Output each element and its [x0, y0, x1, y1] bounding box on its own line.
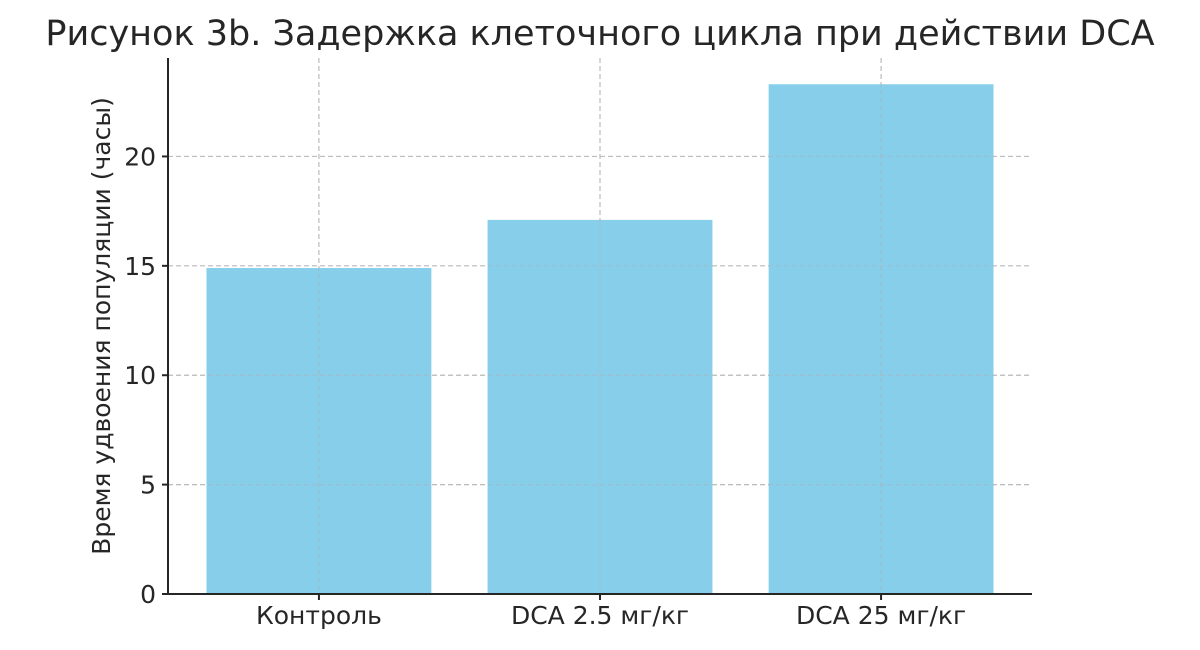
- bar: [768, 84, 994, 595]
- y-tick-label: 15: [124, 252, 156, 281]
- x-tick-label: Контроль: [256, 601, 382, 630]
- chart-title: Рисунок 3b. Задержка клеточного цикла пр…: [45, 14, 1154, 54]
- y-tick-label: 10: [124, 361, 156, 390]
- y-tick-label: 5: [140, 471, 156, 500]
- y-axis-label: Время удвоения популяции (часы): [87, 97, 116, 555]
- axes: 0 5 10 15 20 Контроль DCA 2.5 мг/кг DCA 25 мг/к…: [124, 58, 1032, 630]
- y-tick-label: 0: [140, 580, 156, 609]
- bar: [487, 219, 713, 595]
- x-tick-label: DCA 25 мг/кг: [796, 601, 966, 630]
- bar: [206, 268, 432, 594]
- bars: [168, 58, 1032, 595]
- x-tick-label: DCA 2.5 мг/кг: [511, 601, 689, 630]
- y-tick-label: 20: [124, 142, 156, 171]
